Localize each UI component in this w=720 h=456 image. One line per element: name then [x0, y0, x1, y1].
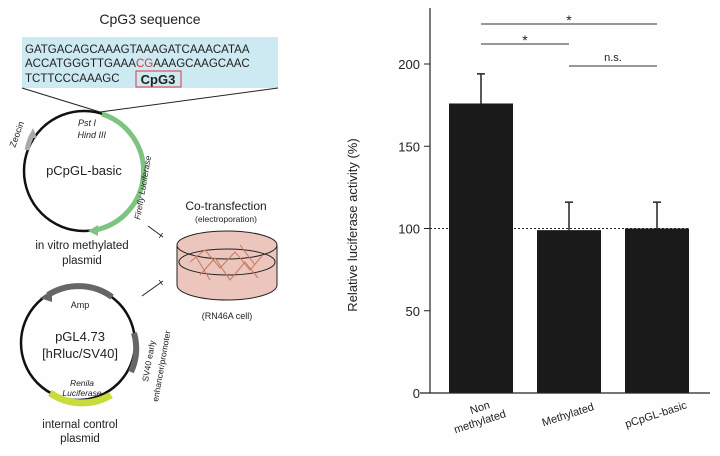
- pst1-label: Pst I: [78, 118, 97, 128]
- zoom-line-right: [99, 87, 279, 113]
- sequence-title: CpG3 sequence: [99, 11, 200, 27]
- renilla-label-1: Renila: [70, 378, 94, 388]
- cell-label: (RN46A cell): [202, 311, 253, 321]
- y-axis-label: Relative luciferase activity (%): [345, 138, 360, 311]
- arrow-plasmid1: [147, 225, 164, 237]
- plasmid2-name-2: [hRluc/SV40]: [42, 346, 118, 361]
- cotransfection-title: Co-transfection: [185, 199, 266, 213]
- culture-dish-icon: [176, 230, 278, 301]
- plasmid1-caption-2: plasmid: [62, 255, 102, 267]
- firefly-luciferase-arc: [94, 111, 147, 233]
- plasmid2-caption-2: plasmid: [60, 433, 100, 445]
- x-tick-label: Non: [469, 399, 492, 417]
- amp-arc: [46, 283, 114, 300]
- sequence-line-2: ACCATGGGTTGAAACGAAAGCAAGCAAC: [25, 58, 250, 70]
- x-tick-label: Methylated: [541, 401, 596, 429]
- cpg3-box: [135, 70, 182, 88]
- significance-label: *: [566, 12, 572, 28]
- renilla-arc: [48, 390, 113, 407]
- sv40-arc: [128, 332, 140, 374]
- zeocin-arrowhead: [28, 128, 37, 138]
- significance-label: *: [522, 32, 528, 48]
- plasmid1-caption-1: in vitro methylated: [35, 240, 128, 252]
- amp-arrowhead: [40, 290, 52, 302]
- renilla-label-2: Luciferase: [62, 388, 101, 398]
- bar-0: [449, 103, 513, 393]
- luciferase-arrowhead: [88, 225, 98, 236]
- sequence-box: [22, 37, 278, 88]
- plasmid2-caption-1: internal control: [42, 419, 117, 431]
- y-tick-label: 150: [398, 139, 420, 154]
- arrow-plasmid2: [141, 281, 164, 297]
- amp-label: Amp: [71, 300, 90, 310]
- bar-2: [625, 228, 689, 393]
- hind3-label: Hind III: [77, 130, 106, 140]
- cpg3-label: CpG3: [141, 72, 176, 87]
- significance-label: n.s.: [604, 52, 622, 64]
- x-tick-label: pCpGL-basic: [624, 399, 689, 430]
- sequence-line-1: GATGACAGCAAAGTAAAGATCAAACATAA: [25, 44, 250, 56]
- cpg-site: CG: [136, 58, 153, 70]
- y-tick-label: 200: [398, 57, 420, 72]
- bar-1: [537, 230, 601, 393]
- plasmid2-name-1: pGL4.73: [55, 329, 105, 344]
- zoom-line-left: [21, 87, 101, 113]
- y-tick-label: 100: [398, 222, 420, 237]
- y-tick-label: 50: [406, 304, 420, 319]
- sequence-line-3: TCTTCCCAAAGC: [25, 73, 120, 85]
- y-tick-label: 0: [413, 386, 420, 401]
- plasmid1-name: pCpGL-basic: [46, 163, 122, 178]
- cotransfection-subtitle: (electroporation): [195, 214, 257, 224]
